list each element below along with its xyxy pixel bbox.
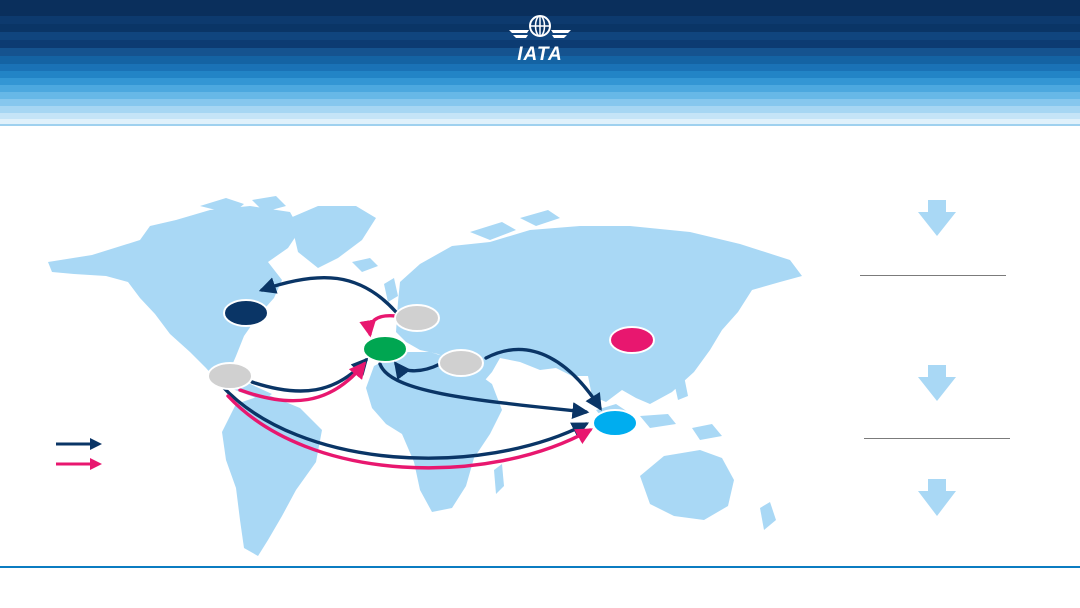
routes — [220, 275, 602, 470]
down-arrow-icon-2 — [918, 365, 956, 401]
logo-text: IATA — [517, 44, 563, 65]
sidebar-divider-2 — [864, 438, 1010, 439]
sidebar-divider-1 — [860, 275, 1006, 276]
south-america-land — [222, 394, 322, 556]
node-china — [609, 326, 655, 354]
world-landmass — [48, 196, 802, 556]
route-hub-to-southeast-asia — [378, 362, 590, 420]
eurasia-land — [396, 226, 802, 404]
globe-wings-icon — [509, 15, 571, 38]
route-middle-east-to-hub — [393, 361, 442, 380]
north-america-land — [48, 206, 300, 400]
route-europe-to-north-america — [258, 275, 398, 314]
route-central-america-to-hub-pink — [238, 361, 367, 403]
route-europe-north-to-hub — [359, 314, 398, 338]
route-middle-east-to-southeast-asia — [484, 347, 602, 411]
iata-logo: IATA — [506, 14, 574, 65]
route-central-america-to-southeast-asia-pink — [226, 394, 593, 470]
australia-land — [640, 450, 734, 520]
route-central-america-to-southeast-asia-navy — [220, 384, 590, 460]
node-southeast-asia — [592, 409, 638, 437]
node-europe-hub — [362, 335, 408, 363]
region-nodes — [207, 299, 655, 437]
node-central-america — [207, 362, 253, 390]
africa-land — [366, 352, 502, 512]
down-arrow-icon-1 — [918, 200, 956, 236]
greenland-land — [290, 206, 376, 268]
node-north-america — [223, 299, 269, 327]
legend — [56, 438, 102, 470]
node-europe-north — [394, 304, 440, 332]
sidebar-arrows — [918, 200, 956, 516]
route-central-america-to-hub-navy — [250, 357, 369, 393]
down-arrow-icon-3 — [918, 479, 956, 516]
footer-line — [0, 566, 1080, 568]
header-banner: IATA — [0, 0, 1080, 130]
node-middle-east — [438, 349, 484, 377]
